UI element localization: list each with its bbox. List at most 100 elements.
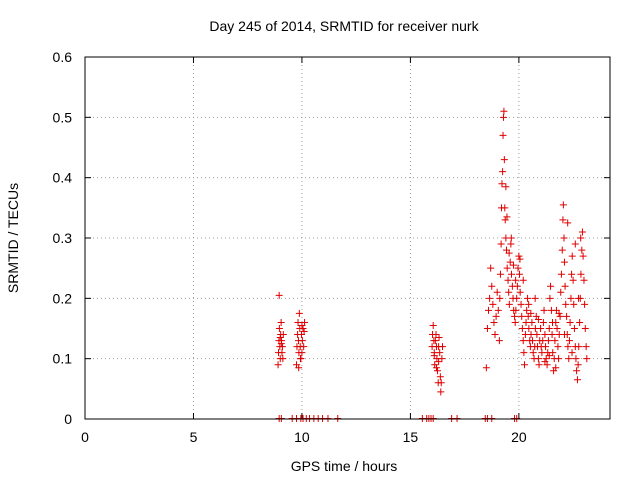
- data-point: [534, 315, 542, 323]
- data-point: [573, 376, 581, 384]
- data-point: [572, 355, 580, 363]
- data-point: [437, 379, 445, 387]
- data-point: [431, 337, 439, 345]
- data-point: [493, 288, 501, 296]
- data-point: [497, 240, 505, 248]
- y-axis-label: SRMTID / TECUs: [5, 183, 21, 293]
- data-point: [295, 309, 303, 317]
- data-point: [429, 321, 437, 329]
- data-point: [499, 168, 507, 176]
- data-point: [557, 288, 565, 296]
- data-point: [296, 355, 304, 363]
- data-point: [278, 349, 286, 357]
- x-tick-label: 5: [190, 429, 198, 445]
- data-point: [535, 361, 543, 369]
- data-point: [512, 306, 520, 314]
- data-point: [489, 300, 497, 308]
- data-point: [516, 270, 524, 278]
- data-point: [498, 180, 506, 188]
- data-point: [521, 361, 529, 369]
- data-point: [559, 216, 567, 224]
- data-point: [545, 325, 553, 332]
- data-point: [556, 312, 564, 320]
- data-point: [559, 201, 567, 209]
- data-point: [432, 364, 440, 372]
- data-point: [519, 337, 527, 345]
- data-point: [436, 349, 444, 357]
- data-point: [546, 294, 554, 302]
- data-point: [570, 300, 578, 308]
- data-point: [511, 318, 519, 326]
- data-point: [555, 309, 563, 317]
- y-tick-label: 0.5: [53, 109, 73, 125]
- data-point: [568, 349, 576, 357]
- data-point: [275, 291, 283, 299]
- data-point: [558, 246, 566, 254]
- data-point: [567, 294, 575, 302]
- data-point: [486, 294, 494, 302]
- data-point: [503, 213, 511, 221]
- data-point: [514, 264, 522, 272]
- data-point: [279, 331, 287, 339]
- data-point: [581, 300, 589, 308]
- data-point: [568, 270, 576, 278]
- data-point: [581, 325, 589, 332]
- data-point: [300, 343, 308, 351]
- data-point: [495, 337, 503, 345]
- data-point: [554, 343, 562, 351]
- data-point: [435, 334, 443, 342]
- data-point: [576, 318, 584, 326]
- data-point: [582, 343, 590, 351]
- data-point: [513, 282, 521, 290]
- data-point: [505, 300, 513, 308]
- data-point: [507, 234, 515, 242]
- x-tick-label: 20: [511, 429, 527, 445]
- data-point: [547, 282, 555, 290]
- data-point: [518, 312, 526, 320]
- data-point: [275, 325, 283, 332]
- data-point: [565, 355, 573, 363]
- data-point: [529, 337, 537, 345]
- data-point: [578, 228, 586, 236]
- y-tick-labels: 0 0.1 0.2 0.3 0.4 0.5 0.6: [53, 49, 73, 427]
- grid-lines: [85, 57, 610, 419]
- data-point: [553, 325, 561, 332]
- data-point: [501, 216, 509, 224]
- data-point: [508, 270, 516, 278]
- data-point: [491, 331, 499, 339]
- data-point: [516, 288, 524, 296]
- data-point: [485, 306, 493, 314]
- data-point: [552, 364, 560, 372]
- data-point: [525, 325, 533, 332]
- data-point: [580, 276, 588, 284]
- data-point: [574, 361, 582, 369]
- data-point: [503, 264, 511, 272]
- data-point: [551, 337, 559, 345]
- data-point: [511, 312, 519, 320]
- data-point: [500, 107, 508, 115]
- data-point: [563, 312, 571, 320]
- data-point: [437, 388, 445, 396]
- data-point: [575, 343, 583, 351]
- data-point: [541, 358, 549, 366]
- x-tick-labels: 0 5 10 15 20: [81, 429, 527, 445]
- data-point: [504, 276, 512, 284]
- y-tick-label: 0.3: [53, 230, 73, 246]
- x-tick-label: 10: [294, 429, 310, 445]
- data-point: [301, 318, 309, 326]
- data-point: [294, 318, 302, 326]
- data-point: [527, 331, 535, 339]
- data-point: [519, 276, 527, 284]
- data-point: [531, 294, 539, 302]
- data-point: [537, 325, 545, 332]
- data-point: [523, 306, 531, 314]
- data-point: [502, 183, 510, 191]
- data-point: [483, 325, 491, 332]
- y-tick-label: 0.2: [53, 290, 73, 306]
- data-point: [487, 264, 495, 272]
- data-point: [564, 343, 572, 351]
- data-point: [549, 349, 557, 357]
- x-tick-label: 15: [403, 429, 419, 445]
